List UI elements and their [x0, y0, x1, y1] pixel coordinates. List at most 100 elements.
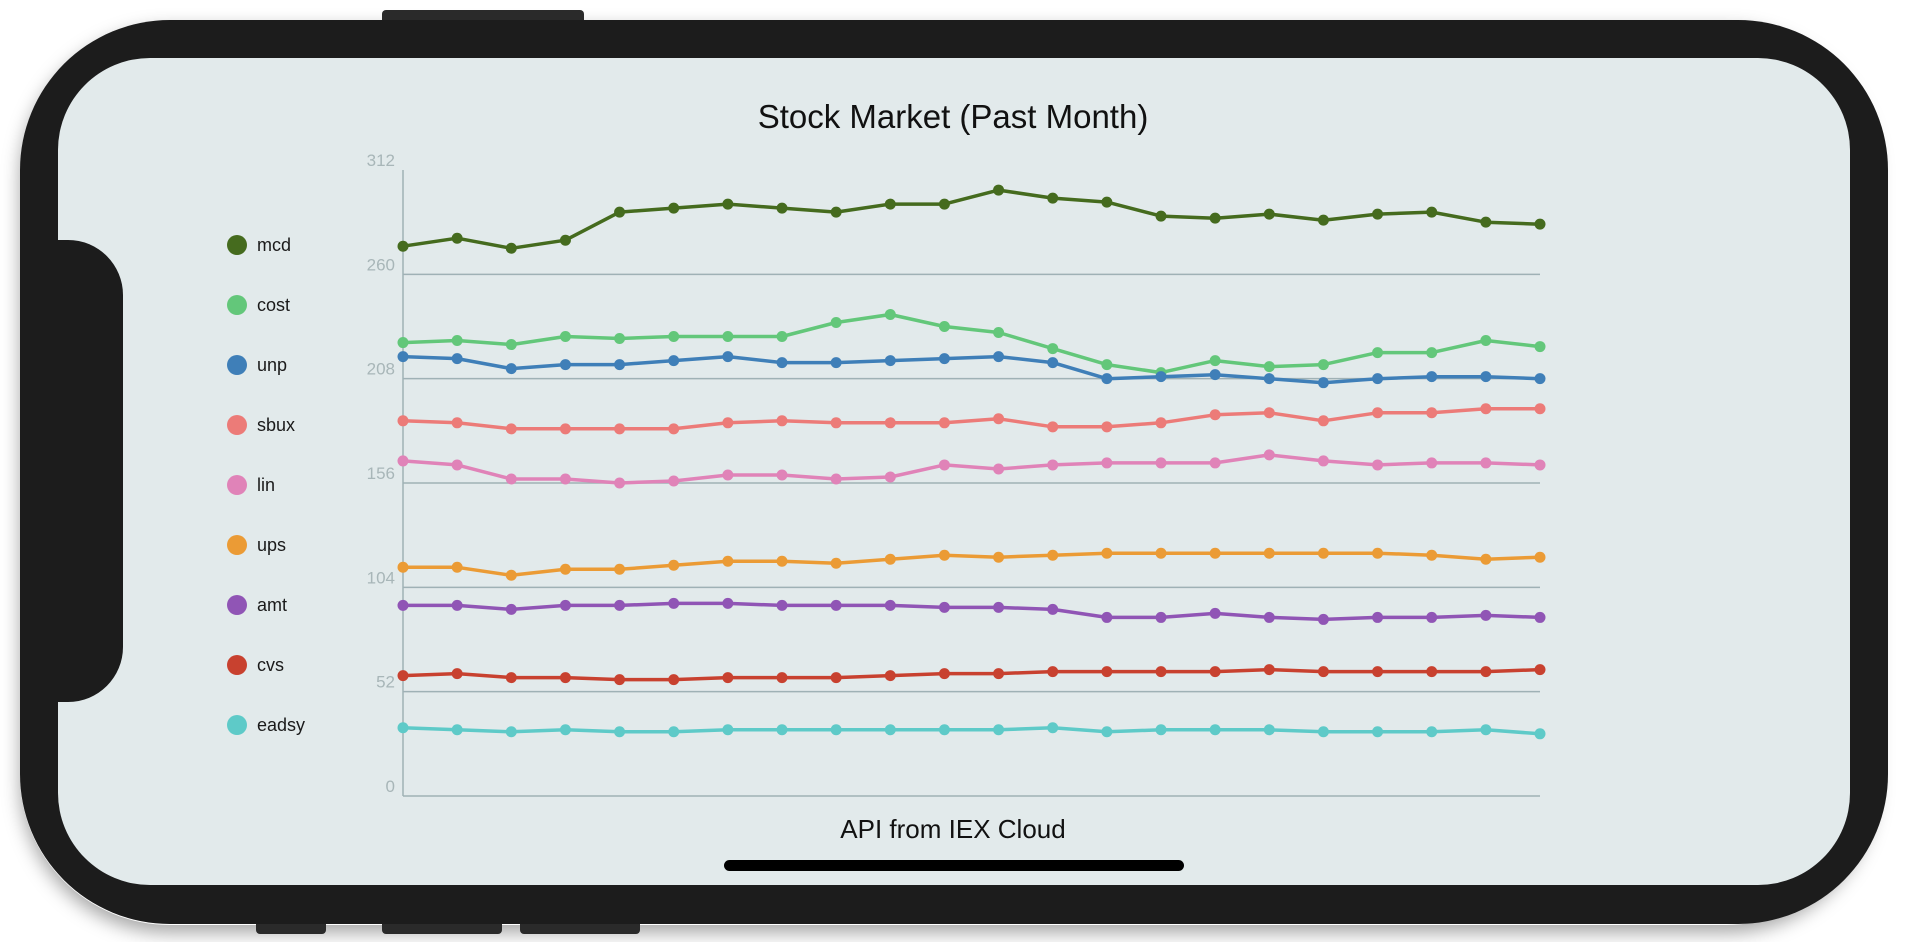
data-point-sbux[interactable] — [668, 423, 680, 435]
data-point-amt[interactable] — [938, 601, 950, 613]
data-point-amt[interactable] — [397, 599, 409, 611]
data-point-eadsy[interactable] — [1372, 726, 1384, 738]
data-point-cost[interactable] — [776, 331, 788, 343]
data-point-eadsy[interactable] — [1047, 722, 1059, 734]
home-indicator[interactable] — [724, 860, 1184, 871]
data-point-cost[interactable] — [505, 339, 517, 351]
data-point-sbux[interactable] — [993, 413, 1005, 425]
data-point-cost[interactable] — [397, 337, 409, 349]
data-point-amt[interactable] — [1372, 611, 1384, 623]
data-point-eadsy[interactable] — [722, 724, 734, 736]
data-point-eadsy[interactable] — [1209, 724, 1221, 736]
data-point-sbux[interactable] — [1426, 407, 1438, 419]
data-point-cvs[interactable] — [1047, 666, 1059, 678]
data-point-cost[interactable] — [451, 335, 463, 347]
data-point-eadsy[interactable] — [1155, 724, 1167, 736]
data-point-mcd[interactable] — [938, 198, 950, 210]
data-point-cvs[interactable] — [776, 672, 788, 684]
data-point-lin[interactable] — [1480, 457, 1492, 469]
data-point-eadsy[interactable] — [993, 724, 1005, 736]
data-point-ups[interactable] — [1317, 547, 1329, 559]
data-point-cost[interactable] — [1263, 361, 1275, 373]
data-point-sbux[interactable] — [884, 417, 896, 429]
data-point-mcd[interactable] — [1101, 196, 1113, 208]
data-point-unp[interactable] — [722, 351, 734, 363]
data-point-lin[interactable] — [451, 459, 463, 471]
legend-item-ups[interactable]: ups — [227, 535, 286, 555]
data-point-amt[interactable] — [668, 597, 680, 609]
data-point-lin[interactable] — [884, 471, 896, 483]
data-point-sbux[interactable] — [397, 415, 409, 427]
data-point-cvs[interactable] — [1534, 664, 1546, 676]
data-point-eadsy[interactable] — [1534, 728, 1546, 740]
data-point-mcd[interactable] — [451, 232, 463, 244]
data-point-amt[interactable] — [776, 599, 788, 611]
data-point-cost[interactable] — [1534, 341, 1546, 353]
data-point-sbux[interactable] — [1372, 407, 1384, 419]
data-point-unp[interactable] — [776, 357, 788, 369]
data-point-ups[interactable] — [559, 563, 571, 575]
data-point-ups[interactable] — [614, 563, 626, 575]
data-point-unp[interactable] — [1372, 373, 1384, 385]
data-point-sbux[interactable] — [1209, 409, 1221, 421]
data-point-mcd[interactable] — [1534, 218, 1546, 230]
legend-item-lin[interactable]: lin — [227, 475, 275, 495]
data-point-eadsy[interactable] — [397, 722, 409, 734]
data-point-unp[interactable] — [505, 363, 517, 375]
data-point-sbux[interactable] — [722, 417, 734, 429]
data-point-cost[interactable] — [1101, 359, 1113, 371]
data-point-ups[interactable] — [776, 555, 788, 567]
data-point-lin[interactable] — [1534, 459, 1546, 471]
data-point-cost[interactable] — [1317, 359, 1329, 371]
data-point-ups[interactable] — [1263, 547, 1275, 559]
data-point-lin[interactable] — [1372, 459, 1384, 471]
data-point-cost[interactable] — [830, 316, 842, 328]
legend-item-cost[interactable]: cost — [227, 295, 290, 315]
data-point-unp[interactable] — [830, 357, 842, 369]
data-point-lin[interactable] — [614, 477, 626, 489]
data-point-ups[interactable] — [1209, 547, 1221, 559]
data-point-unp[interactable] — [614, 359, 626, 371]
data-point-eadsy[interactable] — [1317, 726, 1329, 738]
data-point-cvs[interactable] — [1263, 664, 1275, 676]
data-point-eadsy[interactable] — [559, 724, 571, 736]
data-point-lin[interactable] — [993, 463, 1005, 475]
legend-item-amt[interactable]: amt — [227, 595, 287, 615]
legend-item-mcd[interactable]: mcd — [227, 235, 291, 255]
data-point-ups[interactable] — [1101, 547, 1113, 559]
data-point-cvs[interactable] — [1426, 666, 1438, 678]
data-point-lin[interactable] — [722, 469, 734, 481]
data-point-cost[interactable] — [722, 331, 734, 343]
data-point-sbux[interactable] — [1101, 421, 1113, 433]
data-point-amt[interactable] — [505, 603, 517, 615]
data-point-cvs[interactable] — [1101, 666, 1113, 678]
data-point-cvs[interactable] — [1317, 666, 1329, 678]
data-point-cost[interactable] — [614, 333, 626, 345]
data-point-mcd[interactable] — [1480, 216, 1492, 228]
data-point-mcd[interactable] — [1372, 208, 1384, 220]
data-point-eadsy[interactable] — [830, 724, 842, 736]
data-point-mcd[interactable] — [1263, 208, 1275, 220]
data-point-cvs[interactable] — [1372, 666, 1384, 678]
data-point-mcd[interactable] — [1209, 212, 1221, 224]
data-point-mcd[interactable] — [614, 206, 626, 218]
data-point-amt[interactable] — [1317, 613, 1329, 625]
data-point-ups[interactable] — [938, 549, 950, 561]
data-point-mcd[interactable] — [668, 202, 680, 214]
data-point-lin[interactable] — [1209, 457, 1221, 469]
legend-item-cvs[interactable]: cvs — [227, 655, 284, 675]
data-point-cost[interactable] — [1426, 347, 1438, 359]
data-point-unp[interactable] — [1480, 371, 1492, 383]
data-point-sbux[interactable] — [830, 417, 842, 429]
data-point-amt[interactable] — [451, 599, 463, 611]
data-point-unp[interactable] — [1209, 369, 1221, 381]
data-point-unp[interactable] — [1426, 371, 1438, 383]
legend-item-unp[interactable]: unp — [227, 355, 287, 375]
data-point-mcd[interactable] — [559, 234, 571, 246]
data-point-sbux[interactable] — [1534, 403, 1546, 415]
data-point-mcd[interactable] — [884, 198, 896, 210]
data-point-sbux[interactable] — [1480, 403, 1492, 415]
data-point-amt[interactable] — [1047, 603, 1059, 615]
data-point-unp[interactable] — [884, 355, 896, 367]
data-point-cvs[interactable] — [505, 672, 517, 684]
